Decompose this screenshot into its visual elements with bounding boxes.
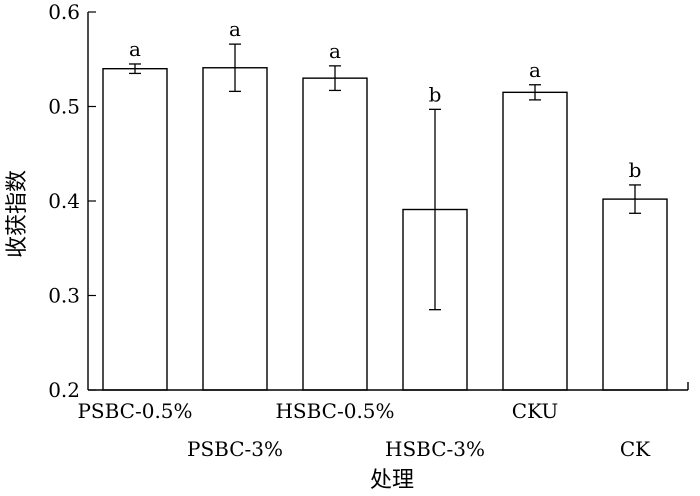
y-tick-label: 0.4 xyxy=(48,189,80,213)
error-bar xyxy=(629,184,641,214)
y-tick-label: 0.3 xyxy=(48,284,80,308)
bar-ck xyxy=(602,198,668,391)
y-tick-label: 0.2 xyxy=(48,378,80,402)
error-bar xyxy=(529,84,541,101)
significance-label: a xyxy=(329,39,341,63)
significance-label: b xyxy=(629,158,642,182)
x-tick-label: HSBC-3% xyxy=(385,437,485,461)
significance-labels: a a a b a b xyxy=(129,17,641,182)
x-tick-label: HSBC-0.5% xyxy=(275,399,394,423)
significance-label: a xyxy=(129,37,141,61)
y-axis-title: 收获指数 xyxy=(5,170,30,258)
x-tick-label: CK xyxy=(620,437,651,461)
significance-label: b xyxy=(429,82,442,106)
bar-cku xyxy=(502,91,568,391)
y-axis-ticks: 0.2 0.3 0.4 0.5 0.6 xyxy=(48,0,96,402)
y-tick-label: 0.6 xyxy=(48,0,80,24)
significance-label: a xyxy=(529,58,541,82)
x-tick-label: CKU xyxy=(512,399,558,423)
x-axis-title: 处理 xyxy=(370,468,414,493)
error-bars xyxy=(129,43,641,311)
bars xyxy=(102,67,668,391)
bar-psbc-0-5- xyxy=(102,67,168,391)
bar-hsbc-0-5- xyxy=(302,77,368,391)
significance-label: a xyxy=(229,17,241,41)
bar-psbc-3- xyxy=(202,67,268,391)
y-tick-label: 0.5 xyxy=(48,95,80,119)
error-bar xyxy=(129,63,141,75)
error-bar xyxy=(429,108,441,311)
error-bar xyxy=(229,43,241,93)
x-tick-label: PSBC-3% xyxy=(187,437,283,461)
x-tick-label: PSBC-0.5% xyxy=(77,399,192,423)
error-bar xyxy=(329,65,341,92)
x-axis-tick-labels: PSBC-0.5% PSBC-3% HSBC-0.5% HSBC-3% CKU CK xyxy=(77,399,651,461)
